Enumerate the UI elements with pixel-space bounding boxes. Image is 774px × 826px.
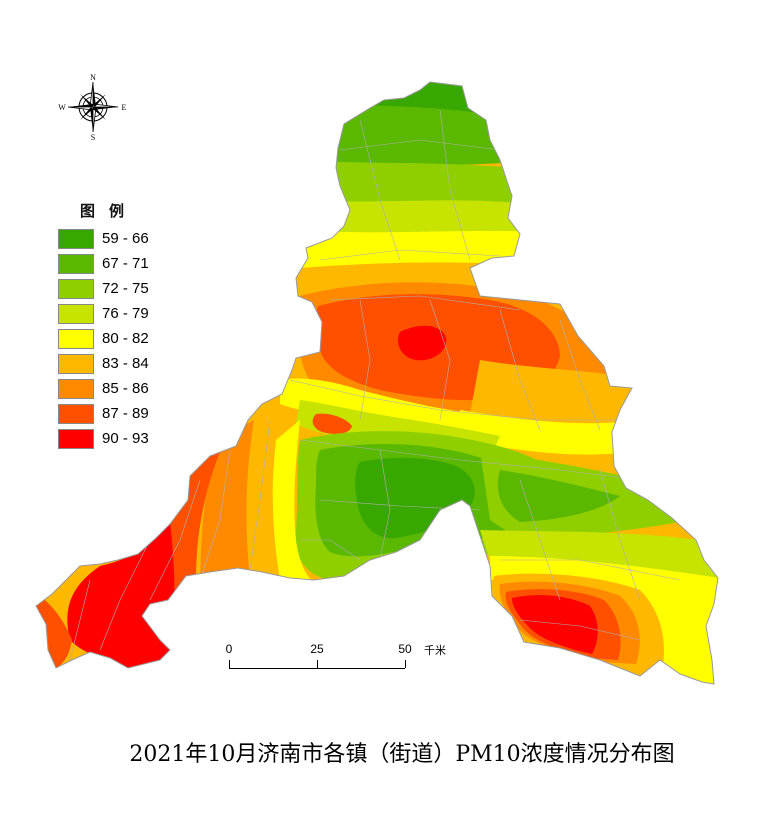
legend-item: 85 - 86 [58, 376, 198, 401]
scale-label-50: 50 [398, 642, 412, 656]
scale-tick [405, 660, 406, 668]
legend-label: 72 - 75 [102, 280, 149, 297]
legend-label: 80 - 82 [102, 330, 149, 347]
compass-rose: N S E W [58, 72, 128, 142]
legend-swatch [58, 378, 94, 399]
scale-line [229, 668, 405, 669]
legend-swatch [58, 228, 94, 249]
legend-swatch [58, 403, 94, 424]
legend-swatch [58, 428, 94, 449]
legend-label: 85 - 86 [102, 380, 149, 397]
map-title: 2021年10月济南市各镇（街道）PM10浓度情况分布图 [129, 742, 675, 767]
district-boundaries [69, 109, 681, 661]
compass-icon: N S E W [58, 73, 127, 142]
legend-items: 59 - 66 67 - 71 72 - 75 76 - 79 80 - 82 83 - … [58, 226, 198, 451]
legend-swatch [58, 353, 94, 374]
legend-title: 图例 [80, 202, 139, 220]
compass-west-label: W [58, 103, 66, 112]
legend: 图例 59 - 66 67 - 71 72 - 75 76 - 79 80 - 82 83… [58, 200, 198, 451]
legend-label: 76 - 79 [102, 305, 149, 322]
legend-item: 90 - 93 [58, 426, 198, 451]
legend-swatch [58, 253, 94, 274]
legend-swatch [58, 328, 94, 349]
legend-item: 76 - 79 [58, 301, 198, 326]
legend-item: 87 - 89 [58, 401, 198, 426]
scale-tick [317, 660, 318, 668]
legend-item: 72 - 75 [58, 276, 198, 301]
scale-tick [229, 660, 230, 668]
scale-label-25: 25 [310, 642, 324, 656]
legend-label: 83 - 84 [102, 355, 149, 372]
compass-north-label: N [90, 73, 96, 82]
scale-unit: 千米 [424, 644, 446, 657]
legend-item: 83 - 84 [58, 351, 198, 376]
legend-label: 87 - 89 [102, 405, 149, 422]
scale-bar: 0 25 50 千米 [218, 642, 458, 674]
legend-swatch [58, 303, 94, 324]
legend-label: 67 - 71 [102, 255, 149, 272]
scale-label-0: 0 [225, 642, 233, 656]
legend-label: 59 - 66 [102, 230, 149, 247]
legend-label: 90 - 93 [102, 430, 149, 447]
compass-east-label: E [122, 103, 127, 112]
legend-swatch [58, 278, 94, 299]
legend-item: 59 - 66 [58, 226, 198, 251]
legend-item: 80 - 82 [58, 326, 198, 351]
compass-south-label: S [91, 133, 95, 142]
legend-item: 67 - 71 [58, 251, 198, 276]
